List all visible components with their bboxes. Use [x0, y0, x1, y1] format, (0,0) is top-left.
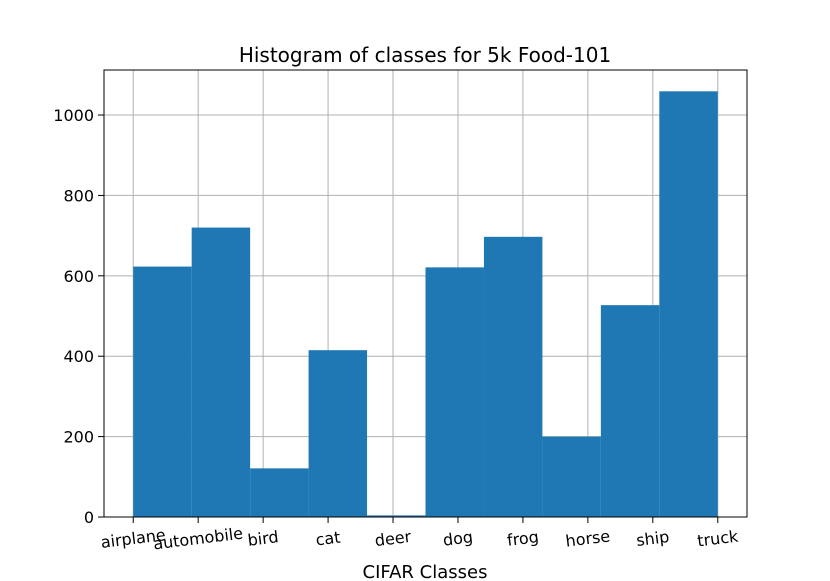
- y-axis: 0 200 400 600 800 1000: [53, 106, 104, 527]
- y-tick-label: 1000: [53, 106, 94, 125]
- x-tick-label: frog: [506, 527, 540, 550]
- x-axis-label: CIFAR Classes: [363, 562, 488, 581]
- y-tick-label: 0: [84, 508, 94, 527]
- y-tick-label: 200: [63, 428, 94, 447]
- histogram-bar-2: [250, 468, 309, 517]
- histogram-bar-0: [133, 266, 192, 517]
- histogram-bar-8: [600, 305, 660, 517]
- histogram-bar-9: [659, 91, 718, 517]
- plot-frame: [103, 69, 748, 518]
- x-tick-label: truck: [696, 526, 740, 550]
- y-tick-label: 400: [63, 347, 94, 366]
- histogram-bar-1: [191, 227, 251, 517]
- histogram-bar-7: [542, 436, 601, 517]
- x-tick-label: automobile: [152, 524, 244, 554]
- histogram-bar-3: [308, 350, 368, 517]
- histogram-bar-6: [483, 236, 543, 517]
- histogram-bar-5: [425, 267, 484, 517]
- x-tick-label: deer: [374, 527, 413, 550]
- chart-title: Histogram of classes for 5k Food-101: [239, 43, 611, 67]
- histogram-bar-4: [367, 515, 426, 517]
- x-tick-label: ship: [635, 527, 670, 550]
- x-tick-label: bird: [246, 527, 279, 550]
- x-tick-label: dog: [442, 527, 474, 550]
- bars-group: [133, 91, 718, 517]
- y-tick-label: 600: [63, 267, 94, 286]
- y-tick-label: 800: [63, 186, 94, 205]
- x-tick-label: cat: [315, 528, 342, 550]
- x-tick-label: horse: [564, 526, 611, 550]
